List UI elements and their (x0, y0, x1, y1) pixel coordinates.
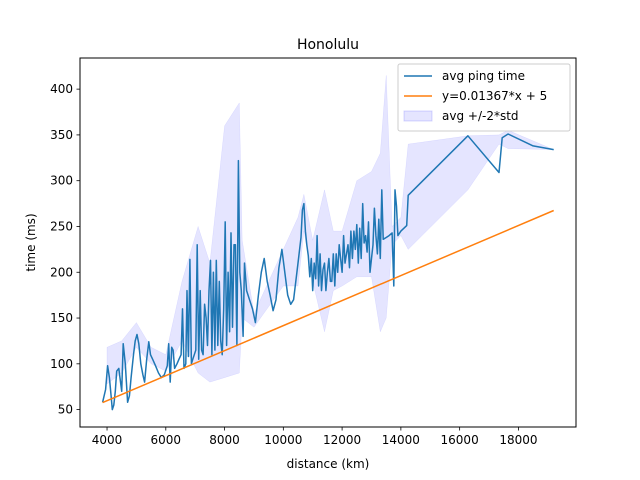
fit-series-line (102, 209, 554, 404)
chart-title: Honolulu (297, 37, 359, 53)
x-tick-label: 12000 (323, 433, 361, 447)
y-tick-label: 200 (50, 265, 73, 279)
x-tick-label: 4000 (92, 433, 123, 447)
y-tick-label: 150 (50, 311, 73, 325)
x-tick-label: 14000 (382, 433, 420, 447)
y-axis: 50 100 150 200 250 300 350 400 (50, 82, 80, 417)
x-tick-label: 18000 (499, 433, 537, 447)
y-axis-label: time (ms) (24, 213, 38, 271)
x-tick-label: 6000 (151, 433, 182, 447)
y-tick-label: 300 (50, 174, 73, 188)
series-lines-layer (101, 133, 554, 411)
y-tick-label: 250 (50, 219, 73, 233)
y-tick-label: 400 (50, 82, 73, 96)
legend: avg ping time y=0.01367*x + 5 avg +/-2*std (397, 63, 571, 132)
legend-box (397, 63, 571, 132)
legend-label: avg ping time (442, 69, 525, 83)
x-tick-label: 10000 (264, 433, 302, 447)
legend-label: avg +/-2*std (442, 109, 519, 123)
plot-frame (79, 57, 577, 428)
x-axis-label: distance (km) (287, 457, 370, 471)
x-axis: 4000 6000 8000 10000 12000 14000 16000 18000 (92, 427, 538, 447)
y-tick-label: 50 (58, 403, 73, 417)
y-tick-label: 350 (50, 128, 73, 142)
legend-label: y=0.01367*x + 5 (442, 89, 547, 103)
x-tick-label: 8000 (209, 433, 240, 447)
avg-ping-series-line (101, 133, 554, 411)
y-tick-label: 100 (50, 357, 73, 371)
legend-swatch-patch (403, 110, 433, 122)
x-tick-label: 16000 (441, 433, 479, 447)
